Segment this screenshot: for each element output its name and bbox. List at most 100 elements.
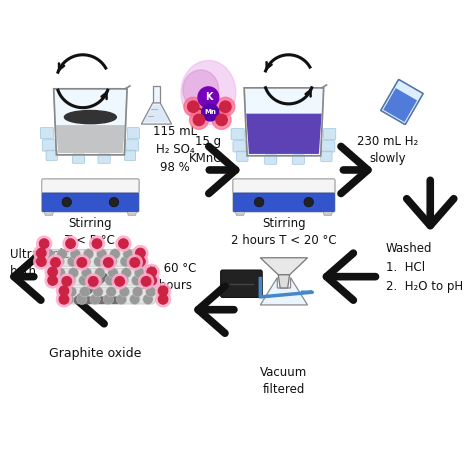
Circle shape bbox=[118, 239, 128, 248]
Circle shape bbox=[93, 287, 103, 297]
Polygon shape bbox=[143, 105, 170, 122]
Circle shape bbox=[105, 275, 115, 286]
Circle shape bbox=[44, 249, 54, 259]
Circle shape bbox=[52, 275, 63, 286]
FancyBboxPatch shape bbox=[237, 151, 248, 162]
Circle shape bbox=[90, 294, 100, 304]
Circle shape bbox=[198, 87, 219, 108]
Circle shape bbox=[77, 258, 87, 267]
Circle shape bbox=[70, 249, 81, 259]
Polygon shape bbox=[153, 86, 160, 103]
Polygon shape bbox=[246, 114, 322, 154]
Circle shape bbox=[146, 287, 156, 297]
FancyBboxPatch shape bbox=[221, 270, 262, 297]
Ellipse shape bbox=[181, 61, 236, 125]
FancyBboxPatch shape bbox=[125, 140, 138, 151]
Circle shape bbox=[127, 255, 142, 270]
Text: 15 g
KMnO₄: 15 g KMnO₄ bbox=[189, 135, 228, 165]
Circle shape bbox=[110, 249, 120, 259]
Polygon shape bbox=[260, 278, 308, 305]
Circle shape bbox=[39, 239, 49, 248]
FancyBboxPatch shape bbox=[124, 150, 136, 161]
Circle shape bbox=[55, 268, 65, 278]
Circle shape bbox=[134, 268, 145, 278]
FancyBboxPatch shape bbox=[42, 179, 139, 193]
Circle shape bbox=[36, 248, 46, 258]
Circle shape bbox=[132, 287, 143, 297]
FancyBboxPatch shape bbox=[233, 179, 335, 193]
Circle shape bbox=[108, 268, 118, 278]
Circle shape bbox=[147, 267, 156, 277]
Circle shape bbox=[92, 275, 102, 286]
Circle shape bbox=[130, 258, 139, 267]
Circle shape bbox=[64, 294, 74, 304]
FancyBboxPatch shape bbox=[98, 154, 110, 164]
Text: Stirring
T < 5 °C: Stirring T < 5 °C bbox=[65, 217, 115, 247]
Circle shape bbox=[116, 236, 131, 251]
FancyBboxPatch shape bbox=[233, 179, 335, 212]
FancyBboxPatch shape bbox=[233, 141, 246, 152]
Circle shape bbox=[107, 256, 117, 267]
Circle shape bbox=[158, 294, 168, 304]
FancyBboxPatch shape bbox=[127, 128, 139, 139]
Polygon shape bbox=[44, 210, 54, 215]
Circle shape bbox=[190, 110, 209, 129]
Text: 115 mL
H₂ SO₄
98 %: 115 mL H₂ SO₄ 98 % bbox=[153, 125, 197, 173]
Circle shape bbox=[34, 254, 49, 269]
Circle shape bbox=[63, 236, 78, 251]
Text: Stirring
2 hours T < 20 °C: Stirring 2 hours T < 20 °C bbox=[231, 217, 337, 247]
Polygon shape bbox=[141, 103, 172, 124]
Circle shape bbox=[74, 255, 90, 270]
Circle shape bbox=[220, 101, 231, 112]
FancyBboxPatch shape bbox=[73, 154, 85, 164]
Circle shape bbox=[54, 256, 64, 267]
Circle shape bbox=[95, 268, 105, 278]
Circle shape bbox=[112, 274, 127, 289]
Circle shape bbox=[56, 292, 72, 307]
Circle shape bbox=[129, 294, 140, 304]
Circle shape bbox=[66, 239, 75, 248]
FancyBboxPatch shape bbox=[264, 155, 277, 164]
Polygon shape bbox=[48, 268, 152, 285]
Text: K: K bbox=[205, 92, 212, 102]
Circle shape bbox=[48, 267, 57, 277]
Circle shape bbox=[89, 277, 98, 286]
Circle shape bbox=[133, 254, 148, 269]
Circle shape bbox=[193, 114, 205, 126]
Circle shape bbox=[212, 110, 231, 129]
Text: Mn: Mn bbox=[204, 109, 216, 115]
Circle shape bbox=[133, 246, 148, 261]
Circle shape bbox=[90, 236, 105, 251]
Polygon shape bbox=[381, 79, 423, 125]
Circle shape bbox=[36, 236, 52, 251]
Circle shape bbox=[81, 256, 91, 267]
Circle shape bbox=[79, 275, 89, 286]
Circle shape bbox=[120, 256, 130, 267]
Circle shape bbox=[115, 277, 124, 286]
Circle shape bbox=[202, 104, 219, 121]
Circle shape bbox=[59, 274, 74, 289]
Ellipse shape bbox=[183, 70, 219, 109]
Polygon shape bbox=[36, 249, 140, 266]
FancyBboxPatch shape bbox=[42, 193, 138, 211]
Circle shape bbox=[155, 283, 171, 298]
Text: Washed
1.  HCl
2.  H₂O to pH: Washed 1. HCl 2. H₂O to pH bbox=[386, 242, 463, 293]
Circle shape bbox=[304, 197, 313, 207]
Ellipse shape bbox=[64, 110, 116, 124]
Circle shape bbox=[65, 275, 76, 286]
Circle shape bbox=[57, 249, 67, 259]
Circle shape bbox=[147, 276, 156, 285]
Polygon shape bbox=[127, 210, 137, 215]
Circle shape bbox=[184, 97, 203, 116]
Circle shape bbox=[216, 97, 235, 116]
FancyBboxPatch shape bbox=[42, 179, 139, 212]
Circle shape bbox=[94, 256, 104, 267]
Circle shape bbox=[101, 255, 116, 270]
Text: Graphite oxide: Graphite oxide bbox=[49, 347, 141, 360]
Text: Vacuum
filtered: Vacuum filtered bbox=[260, 366, 308, 396]
Circle shape bbox=[83, 249, 94, 259]
Circle shape bbox=[118, 275, 128, 286]
Text: 230 mL H₂
slowly: 230 mL H₂ slowly bbox=[357, 135, 419, 165]
Circle shape bbox=[155, 292, 171, 307]
Circle shape bbox=[123, 249, 133, 259]
